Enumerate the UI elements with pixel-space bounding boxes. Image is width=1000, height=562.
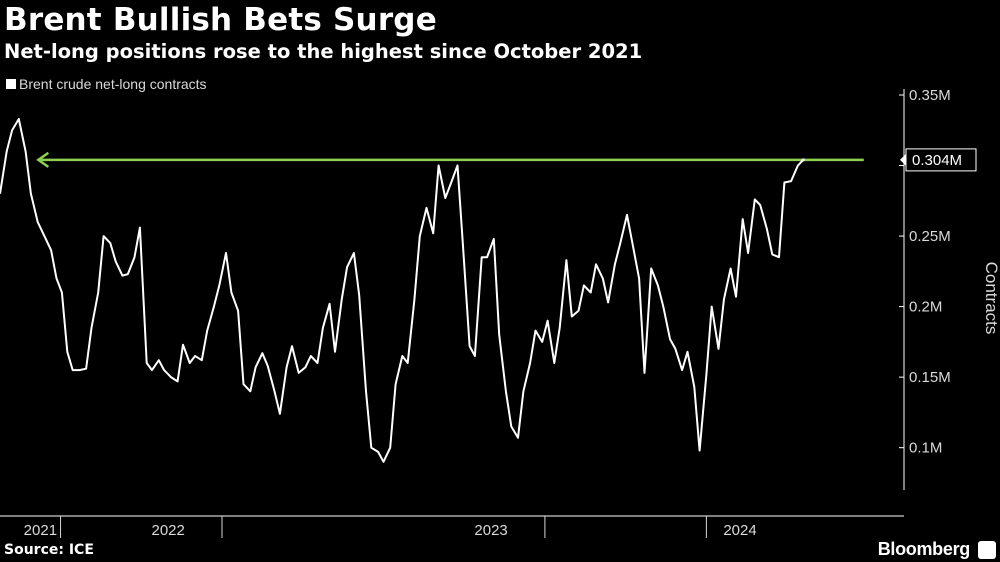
legend: Brent crude net-long contracts [6, 76, 207, 92]
series-end-point [801, 158, 805, 162]
x-year-label: 2023 [474, 522, 507, 539]
annotation-arrow-head [36, 151, 50, 168]
brand-mark-icon [978, 541, 996, 559]
y-tick-label: 0.2M [909, 299, 942, 316]
source-note: Source: ICE [4, 542, 94, 558]
value-callout-label: 0.304M [912, 152, 962, 169]
y-tick-label: 0.1M [909, 440, 942, 457]
y-axis-title: Contracts [982, 262, 1000, 335]
y-tick-label: 0.35M [909, 87, 951, 104]
chart-subtitle: Net-long positions rose to the highest s… [4, 40, 643, 63]
y-tick-label: 0.25M [909, 228, 951, 245]
x-year-label: 2024 [723, 522, 756, 539]
legend-swatch [6, 79, 16, 89]
legend-label: Brent crude net-long contracts [19, 76, 207, 92]
brand-logo-text: Bloomberg [877, 539, 971, 559]
x-year-label: 2021 [24, 522, 57, 539]
x-year-label: 2022 [151, 522, 184, 539]
value-callout-pointer [900, 153, 906, 166]
chart-title: Brent Bullish Bets Surge [4, 2, 437, 38]
y-tick-label: 0.15M [909, 369, 951, 386]
series-line-brent-net-long [0, 118, 804, 463]
